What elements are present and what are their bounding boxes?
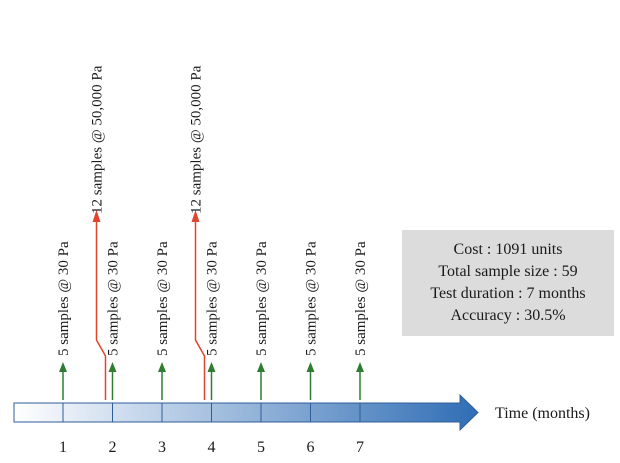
red-test-label: 12 samples @ 50,000 Pa bbox=[90, 65, 106, 214]
summary-box: Cost : 1091 units Total sample size : 59… bbox=[402, 230, 614, 336]
summary-cost: Cost : 1091 units bbox=[453, 241, 563, 258]
red-arrow-shaft bbox=[95, 222, 107, 400]
tick-label: 3 bbox=[158, 439, 166, 456]
green-arrow-head bbox=[306, 362, 315, 372]
green-test-label: 5 samples @ 30 Pa bbox=[155, 241, 171, 356]
summary-duration: Test duration : 7 months bbox=[430, 285, 586, 302]
green-tests-group: 5 samples @ 30 Pa 5 samples @ 30 Pa 5 samp… bbox=[56, 241, 369, 400]
red-arrow-head bbox=[191, 210, 200, 222]
green-test-label: 5 samples @ 30 Pa bbox=[353, 241, 369, 356]
tick-label: 5 bbox=[257, 439, 265, 456]
green-arrow-head bbox=[207, 362, 216, 372]
green-test-label: 5 samples @ 30 Pa bbox=[254, 241, 270, 356]
green-test-marker: 5 samples @ 30 Pa bbox=[205, 241, 221, 400]
green-arrow-head bbox=[257, 362, 265, 372]
tick-label: 6 bbox=[307, 439, 315, 456]
red-test-marker: 12 samples @ 50,000 Pa bbox=[90, 65, 107, 400]
red-arrow-shaft bbox=[194, 222, 206, 400]
green-test-label: 5 samples @ 30 Pa bbox=[304, 241, 320, 356]
green-arrow-head bbox=[158, 362, 166, 372]
green-test-marker: 5 samples @ 30 Pa bbox=[353, 241, 369, 400]
green-test-marker: 5 samples @ 30 Pa bbox=[155, 241, 171, 400]
green-arrow-head bbox=[356, 362, 364, 372]
red-tests-group: 12 samples @ 50,000 Pa 12 samples @ 50,00… bbox=[90, 65, 206, 400]
green-arrow-head bbox=[108, 362, 117, 372]
red-arrow-head bbox=[92, 210, 101, 222]
green-test-marker: 5 samples @ 30 Pa bbox=[106, 241, 122, 400]
tick-label: 1 bbox=[59, 439, 67, 456]
tick-label: 7 bbox=[356, 439, 364, 456]
tick-label: 4 bbox=[208, 439, 216, 456]
red-test-label: 12 samples @ 50,000 Pa bbox=[189, 65, 205, 214]
summary-accuracy: Accuracy : 30.5% bbox=[450, 307, 566, 324]
green-arrow-head bbox=[59, 362, 67, 372]
green-test-marker: 5 samples @ 30 Pa bbox=[254, 241, 270, 400]
summary-sample-size: Total sample size : 59 bbox=[438, 263, 578, 280]
timeline-bar bbox=[13, 393, 479, 432]
green-test-marker: 5 samples @ 30 Pa bbox=[56, 241, 72, 400]
green-test-label: 5 samples @ 30 Pa bbox=[106, 241, 122, 356]
green-test-label: 5 samples @ 30 Pa bbox=[205, 241, 221, 356]
time-axis-label: Time (months) bbox=[495, 405, 590, 422]
red-test-marker: 12 samples @ 50,000 Pa bbox=[189, 65, 206, 400]
tick-labels-group: 1 2 3 4 5 6 7 bbox=[59, 403, 364, 456]
tick-label: 2 bbox=[109, 439, 117, 456]
timeline-bar-group bbox=[13, 393, 479, 432]
green-test-label: 5 samples @ 30 Pa bbox=[56, 241, 72, 356]
green-test-marker: 5 samples @ 30 Pa bbox=[304, 241, 320, 400]
